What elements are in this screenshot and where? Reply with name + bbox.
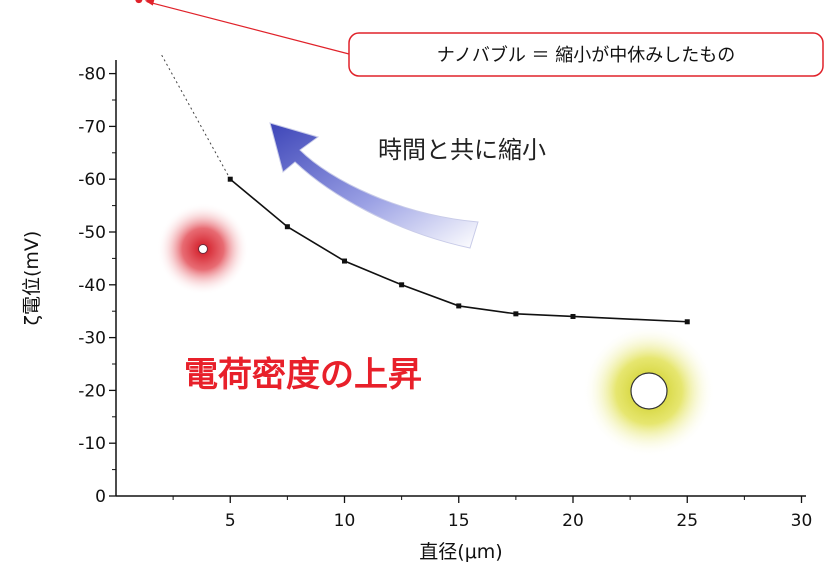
- data-point: [513, 311, 519, 317]
- x-ticks: 5 10 15 20 25 30: [172, 496, 813, 531]
- y-tick-label: -10: [78, 434, 106, 454]
- y-ticks: 0 -10 -20 -30 -40 -50 -60 -70 -80: [78, 65, 116, 507]
- charge-label: 電荷密度の上昇: [184, 355, 422, 395]
- data-point: [570, 313, 576, 319]
- data-point: [227, 176, 233, 182]
- x-axis-title: 直径(μm): [419, 541, 502, 563]
- extrapolation-line: [161, 54, 231, 180]
- series-layer: [161, 54, 690, 325]
- x-tick-label: 30: [791, 511, 813, 531]
- data-point: [684, 319, 690, 325]
- x-tick-label: 5: [225, 511, 236, 531]
- callout-group: ナノバブル ＝ 縮小が中休みしたもの: [135, 0, 824, 77]
- nanobubble-point: [135, 0, 143, 4]
- callout-leader: [146, 1, 350, 55]
- y-tick-label: -30: [78, 329, 106, 349]
- y-tick-label: -60: [78, 170, 106, 190]
- x-tick-label: 10: [334, 511, 356, 531]
- callout-arrowhead-icon: [144, 0, 155, 6]
- y-tick-label: 0: [95, 487, 106, 507]
- x-tick-label: 15: [448, 511, 470, 531]
- y-axis-title: ζ電位(mV): [21, 231, 43, 326]
- data-point: [456, 303, 462, 309]
- shrink-label: 時間と共に縮小: [378, 136, 546, 164]
- large-bubble-core: [630, 372, 668, 410]
- data-point: [284, 224, 290, 230]
- y-tick-label: -70: [78, 117, 106, 137]
- y-tick-label: -80: [78, 65, 106, 85]
- y-tick-label: -40: [78, 276, 106, 296]
- y-tick-label: -20: [78, 381, 106, 401]
- callout-box: [348, 32, 824, 77]
- callout-text: ナノバブル ＝ 縮小が中休みしたもの: [437, 44, 736, 66]
- small-bubble-core: [198, 244, 208, 254]
- shrink-arrow-icon: [269, 122, 479, 249]
- series-line: [229, 178, 688, 323]
- x-tick-label: 25: [676, 511, 698, 531]
- data-point: [342, 258, 347, 264]
- y-tick-label: -50: [78, 223, 106, 243]
- data-point: [399, 282, 405, 288]
- x-tick-label: 20: [562, 511, 584, 531]
